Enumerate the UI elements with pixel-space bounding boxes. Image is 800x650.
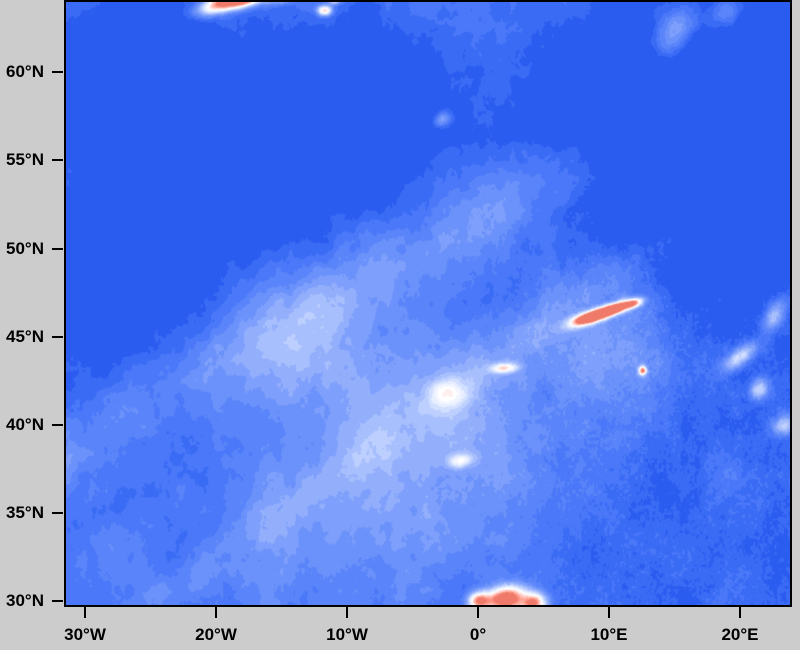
y-axis-label: 50°N bbox=[6, 239, 44, 258]
y-tick-4 bbox=[52, 424, 63, 426]
x-axis-label: 20°E bbox=[721, 625, 759, 644]
x-tick-3 bbox=[477, 607, 479, 618]
x-tick-5 bbox=[739, 607, 741, 618]
y-tick-3 bbox=[52, 336, 63, 338]
y-axis-label: 40°N bbox=[6, 415, 44, 434]
y-axis-label: 35°N bbox=[6, 503, 44, 522]
x-axis-label: 10°E bbox=[590, 625, 628, 644]
x-tick-2 bbox=[346, 607, 348, 618]
y-axis-label: 30°N bbox=[6, 591, 44, 610]
x-axis-label: 10°W bbox=[326, 625, 368, 644]
contour-field-canvas bbox=[66, 2, 790, 605]
x-axis-label: 0° bbox=[469, 625, 487, 644]
x-tick-0 bbox=[84, 607, 86, 618]
map-plot-area[interactable] bbox=[64, 0, 792, 607]
y-tick-0 bbox=[52, 71, 63, 73]
x-axis-label: 20°W bbox=[195, 625, 237, 644]
x-tick-1 bbox=[215, 607, 217, 618]
y-tick-5 bbox=[52, 512, 63, 514]
y-axis-label: 45°N bbox=[6, 327, 44, 346]
y-tick-1 bbox=[52, 159, 63, 161]
y-axis-label: 55°N bbox=[6, 150, 44, 169]
y-axis-label: 60°N bbox=[6, 62, 44, 81]
y-tick-6 bbox=[52, 600, 63, 602]
x-tick-4 bbox=[608, 607, 610, 618]
y-tick-2 bbox=[52, 248, 63, 250]
x-axis-label: 30°W bbox=[64, 625, 106, 644]
